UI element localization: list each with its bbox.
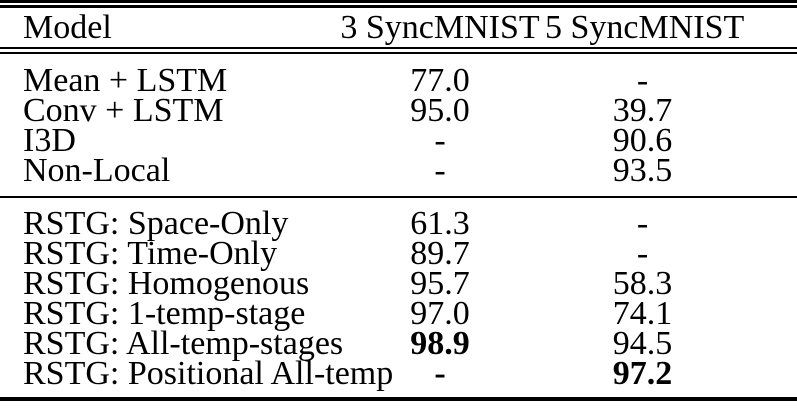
column-header-5syncmnist: 5 SyncMNIST (545, 9, 745, 46)
table-row: RSTG: All-temp-stages 98.9 94.5 (0, 325, 797, 362)
table-row: Conv + LSTM 95.0 39.7 (0, 92, 797, 129)
model-name: RSTG: 1-temp-stage (23, 295, 306, 332)
value-5syncmnist: 94.5 (612, 325, 673, 362)
value-3syncmnist: - (434, 122, 446, 159)
model-name: RSTG: Positional All-temp (23, 355, 394, 392)
header-rule-line-2 (0, 52, 797, 54)
value-3syncmnist: 95.7 (410, 265, 470, 302)
value-3syncmnist: 98.9 (410, 325, 470, 362)
model-name: Mean + LSTM (23, 62, 228, 99)
header-rule-line-1 (0, 47, 797, 49)
table-row: RSTG: Positional All-temp - 97.2 (0, 355, 797, 392)
value-5syncmnist: 97.2 (612, 355, 673, 392)
table-header-row: Model 3 SyncMNIST 5 SyncMNIST (0, 8, 797, 47)
top-rule-line-1 (0, 0, 797, 3)
group-separator-rule (0, 196, 797, 198)
table-row: Non-Local - 93.5 (0, 152, 797, 189)
table-row: RSTG: Space-Only 61.3 - (0, 205, 797, 242)
value-5syncmnist: 74.1 (612, 295, 673, 332)
value-3syncmnist: 97.0 (410, 295, 470, 332)
rstg-models-group: RSTG: Space-Only 61.3 - RSTG: Time-Only … (0, 198, 797, 397)
table-row: Mean + LSTM 77.0 - (0, 62, 797, 99)
model-name: RSTG: All-temp-stages (23, 325, 344, 362)
value-3syncmnist: 77.0 (410, 62, 470, 99)
column-header-model: Model (23, 9, 112, 46)
model-name: RSTG: Homogenous (23, 265, 310, 302)
table-row: I3D - 90.6 (0, 122, 797, 159)
model-name: Non-Local (23, 152, 171, 189)
value-3syncmnist: 89.7 (410, 235, 470, 272)
bottom-rule (0, 397, 797, 401)
header-rule (0, 47, 797, 54)
top-rule-line-2 (0, 5, 797, 8)
value-3syncmnist: - (434, 355, 446, 392)
model-name: RSTG: Space-Only (23, 205, 289, 242)
value-5syncmnist: - (636, 235, 649, 272)
value-5syncmnist: - (636, 62, 649, 99)
column-header-3syncmnist: 3 SyncMNIST (340, 9, 540, 46)
value-5syncmnist: - (636, 205, 649, 242)
value-5syncmnist: 58.3 (612, 265, 673, 302)
model-name: Conv + LSTM (23, 92, 224, 129)
table-row: RSTG: Homogenous 95.7 58.3 (0, 265, 797, 302)
value-5syncmnist: 93.5 (612, 152, 673, 189)
value-3syncmnist: - (434, 152, 446, 189)
value-5syncmnist: 90.6 (612, 122, 673, 159)
value-5syncmnist: 39.7 (612, 92, 673, 129)
top-rule (0, 0, 797, 8)
value-3syncmnist: 95.0 (410, 92, 470, 129)
model-name: I3D (23, 122, 76, 159)
value-3syncmnist: 61.3 (410, 205, 470, 242)
model-name: RSTG: Time-Only (23, 235, 278, 272)
table-row: RSTG: 1-temp-stage 97.0 74.1 (0, 295, 797, 332)
baseline-models-group: Mean + LSTM 77.0 - Conv + LSTM 95.0 39.7… (0, 54, 797, 196)
table-row: RSTG: Time-Only 89.7 - (0, 235, 797, 272)
